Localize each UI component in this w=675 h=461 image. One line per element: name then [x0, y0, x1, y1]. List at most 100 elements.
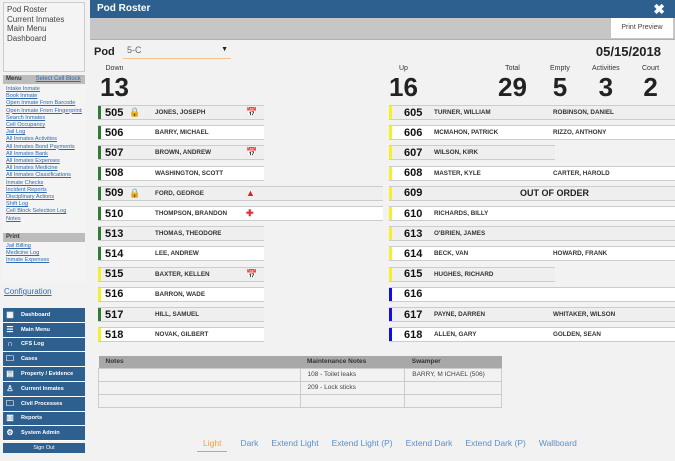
cell-row[interactable]: 605 TURNER, WILLIAM ROBINSON, DANIEL — [389, 105, 675, 120]
theme-light[interactable]: Light — [197, 438, 228, 452]
menu-link[interactable]: Disciplinary Actions — [6, 194, 55, 201]
cell-row[interactable]: 613 O'BRIEN, JAMES — [389, 226, 675, 242]
inmate-name[interactable]: ALLEN, GARY — [434, 331, 477, 339]
inmate-name-2[interactable]: GOLDEN, SEAN — [553, 331, 601, 339]
cell-row[interactable]: 506 BARRY, MICHAEL — [98, 125, 264, 141]
cell-row[interactable]: 618 ALLEN, GARY GOLDEN, SEAN — [389, 327, 675, 343]
close-icon[interactable]: ✖ — [653, 1, 665, 17]
menu-link[interactable]: Notes — [6, 215, 21, 222]
inmate-name[interactable]: PAYNE, DARREN — [434, 311, 486, 318]
menu-link[interactable]: All Inmates Bank — [6, 150, 48, 157]
cell-row[interactable]: 507 BROWN, ANDREW 📅 — [98, 145, 264, 161]
theme-wallboard[interactable]: Wallboard — [538, 438, 577, 448]
cell-row[interactable]: 615 HUGHES, RICHARD — [389, 266, 555, 282]
inmate-name[interactable]: TURNER, WILLIAM — [434, 109, 491, 116]
calendar-icon[interactable]: 📅 — [246, 268, 258, 279]
inmate-name-2[interactable]: HOWARD, FRANK — [553, 250, 608, 258]
print-link[interactable]: Medicine Log — [6, 250, 40, 257]
inmate-name[interactable]: HUGHES, RICHARD — [434, 270, 494, 278]
menu-link[interactable]: Incident Reports — [6, 186, 47, 193]
recent-page-link[interactable]: Pod Roster — [7, 5, 48, 14]
inmate-name[interactable]: NOVAK, GILBERT — [155, 331, 209, 339]
inmate-name[interactable]: WASHINGTON, SCOTT — [155, 169, 224, 177]
nav-reports[interactable]: ▥ Reports — [3, 411, 85, 427]
warning-icon[interactable]: ▲ — [246, 187, 255, 198]
sign-out-button[interactable]: Sign Out — [3, 443, 85, 454]
menu-link[interactable]: All Inmates Bond Payments — [6, 143, 75, 150]
inmate-name[interactable]: THOMAS, THEODORE — [155, 230, 222, 238]
inmate-name-2[interactable]: RIZZO, ANTHONY — [553, 129, 607, 137]
theme-extend-dark-p[interactable]: Extend Dark (P) — [465, 438, 526, 448]
inmate-name[interactable]: MCMAHON, PATRICK — [434, 129, 499, 137]
pod-select[interactable]: 5-C ▼ — [123, 45, 231, 59]
cell-row[interactable]: 614 BECK, VAN HOWARD, FRANK — [389, 246, 675, 262]
inmate-name[interactable]: BAXTER, KELLEN — [155, 270, 210, 278]
inmate-name[interactable]: O'BRIEN, JAMES — [434, 230, 486, 238]
inmate-name[interactable]: BROWN, ANDREW — [155, 149, 212, 157]
cell-row[interactable]: 616 — [389, 286, 675, 302]
cell-row[interactable]: 515 BAXTER, KELLEN 📅 — [98, 266, 264, 282]
cell-row[interactable]: 516 BARRON, WADE — [98, 286, 264, 302]
nav-main-menu[interactable]: ☰ Main Menu — [3, 322, 85, 338]
calendar-icon[interactable]: 📅 — [246, 107, 258, 117]
inmate-name[interactable]: BARRY, MICHAEL — [155, 129, 209, 137]
recent-page-link[interactable]: Main Menu — [7, 24, 47, 33]
medical-cross-icon[interactable]: ✚ — [246, 208, 254, 218]
cell-row[interactable]: 608 MASTER, KYLE CARTER, HAROLD — [389, 165, 675, 181]
recent-page-link[interactable]: Dashboard — [7, 33, 47, 43]
cell-row[interactable]: 505 🔒 JONES, JOSEPH 📅 — [98, 105, 264, 120]
inmate-name[interactable]: RICHARDS, BILLY — [434, 210, 489, 217]
menu-link[interactable]: Book Inmate — [6, 93, 38, 100]
theme-dark[interactable]: Dark — [240, 438, 259, 448]
nav-property-evidence[interactable]: ▤ Property / Evidence — [3, 367, 85, 382]
inmate-name[interactable]: LEE, ANDREW — [155, 250, 199, 258]
cell-row[interactable]: 510 THOMPSON, BRANDON ✚ — [98, 206, 383, 221]
print-link[interactable]: Inmate Expenses — [6, 257, 50, 264]
recent-page-link[interactable]: Current Inmates — [7, 14, 65, 24]
nav-cases[interactable]: 🗀 Cases — [3, 352, 85, 368]
menu-link[interactable]: Shift Log — [6, 201, 29, 208]
theme-extend-dark[interactable]: Extend Dark — [405, 438, 453, 448]
cell-row[interactable]: 607 WILSON, KIRK — [389, 145, 555, 161]
inmate-name[interactable]: BECK, VAN — [434, 250, 469, 258]
menu-link[interactable]: Intake Inmate — [6, 86, 40, 92]
menu-link[interactable]: All Inmates Activities — [6, 136, 57, 143]
cell-row[interactable]: 514 LEE, ANDREW — [98, 246, 264, 262]
cell-row[interactable]: 518 NOVAK, GILBERT — [98, 327, 264, 343]
menu-link[interactable]: Open Inmate From Fingerprints — [6, 107, 82, 114]
cell-row[interactable]: 513 THOMAS, THEODORE — [98, 226, 264, 242]
theme-extend-light-p[interactable]: Extend Light (P) — [331, 438, 393, 448]
inmate-name-2[interactable]: CARTER, HAROLD — [553, 169, 610, 177]
menu-link[interactable]: Cell Occupancy — [6, 122, 46, 129]
calendar-icon[interactable]: 📅 — [246, 147, 258, 158]
configuration-link[interactable]: Configuration — [4, 287, 52, 296]
menu-link[interactable]: Cell Block Selection Log — [6, 208, 67, 215]
menu-link[interactable]: Jail Log — [6, 129, 26, 136]
nav-cfs-log[interactable]: ∩ CFS Log — [3, 337, 85, 353]
cell-row[interactable]: 610 RICHARDS, BILLY — [389, 206, 675, 221]
inmate-name[interactable]: HILL, SAMUEL — [155, 311, 200, 318]
inmate-name[interactable]: WILSON, KIRK — [434, 149, 479, 157]
cell-row[interactable]: 508 WASHINGTON, SCOTT — [98, 165, 264, 181]
inmate-name[interactable]: MASTER, KYLE — [434, 169, 481, 177]
inmate-name[interactable]: JONES, JOSEPH — [155, 109, 206, 116]
menu-link[interactable]: All Inmates Expenses — [6, 158, 60, 165]
cell-row[interactable]: 606 MCMAHON, PATRICK RIZZO, ANTHONY — [389, 125, 675, 141]
select-cell-block-link[interactable]: Select Cell Block — [35, 76, 81, 82]
nav-system-admin[interactable]: ⚙ System Admin — [3, 426, 85, 442]
menu-link[interactable]: Open Inmate From Barcode — [6, 100, 76, 107]
cell-row[interactable]: 517 HILL, SAMUEL — [98, 307, 264, 322]
print-link[interactable]: Jail Billing — [6, 243, 31, 249]
cell-row[interactable]: 617 PAYNE, DARREN WHITAKER, WILSON — [389, 307, 675, 322]
nav-current-inmates[interactable]: ♙ Current Inmates — [3, 381, 85, 397]
inmate-name-2[interactable]: ROBINSON, DANIEL — [553, 109, 614, 116]
menu-link[interactable]: Search Inmates — [6, 114, 46, 121]
print-preview-button[interactable]: Print Preview — [611, 18, 673, 38]
menu-link[interactable]: All Inmates Classifications — [6, 172, 71, 179]
cell-row[interactable]: 509 🔒 FORD, GEORGE ▲ — [98, 185, 383, 201]
nav-civil-processes[interactable]: 🗀 Civil Processes — [3, 396, 85, 412]
inmate-name[interactable]: BARRON, WADE — [155, 290, 206, 298]
cell-row[interactable]: 609 OUT OF ORDER — [389, 185, 675, 201]
nav-dashboard[interactable]: ▦ Dashboard — [3, 308, 85, 323]
inmate-name[interactable]: THOMPSON, BRANDON — [155, 210, 228, 217]
